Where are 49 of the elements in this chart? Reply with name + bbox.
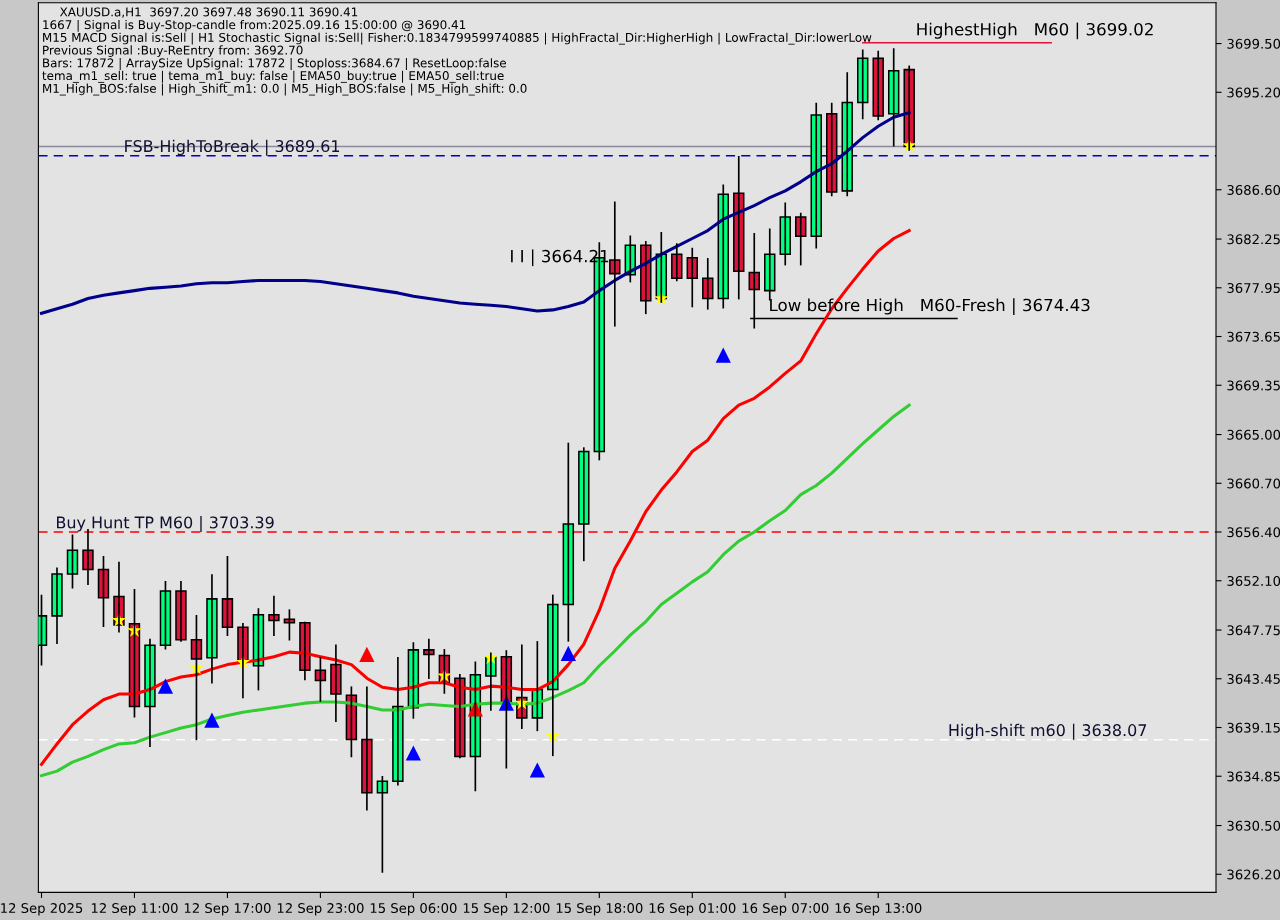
ref-line-label: FSB-HighToBreak | 3689.61 bbox=[125, 139, 340, 156]
y-tick-label: 3686.60 bbox=[1227, 184, 1280, 195]
point bbox=[157, 678, 174, 694]
annotation: M15 MACD Signal is:Sell | H1 Stochastic Signal is:Sell| Fisher:0.1834799599740885 | HighFractal_Dir:HigherHigh | LowFractal_Dir:lowerLow bbox=[43, 32, 872, 45]
point bbox=[204, 712, 220, 728]
annotation: Previous Signal :Buy-ReEntry from: 3692.70 bbox=[43, 45, 303, 57]
y-tick-label: 3647.75 bbox=[1227, 625, 1280, 636]
annotation: tema_m1_sell: true | tema_m1_buy: false | EMA50_buy:true | EMA50_sell:true bbox=[42, 70, 504, 83]
y-tick-label: 3682.25 bbox=[1227, 234, 1280, 245]
annotation: M1_High_BOS:false | High_shift_m1: 0.0 | M5_High_BOS:false | M5_High_shift: 0.0 bbox=[43, 83, 527, 96]
point bbox=[560, 645, 576, 661]
chart-title: XAUUSD.a,H1 3697.20 3697.48 3690.11 3690.41 bbox=[59, 7, 358, 18]
y-tick-label: 3677.95 bbox=[1227, 283, 1280, 293]
line-series bbox=[39, 111, 911, 315]
x-tick-label: 12 Sep 23:00 bbox=[277, 903, 364, 916]
ref-line-label: Buy Hunt TP M60 | 3703.39 bbox=[57, 516, 274, 533]
y-tick-label: 3673.65 bbox=[1227, 331, 1280, 342]
y-tick-label: 3630.50 bbox=[1227, 820, 1280, 831]
y-tick-label: 3699.50 bbox=[1227, 38, 1280, 49]
point bbox=[359, 646, 375, 663]
line-series bbox=[39, 403, 911, 778]
y-tick-label: 3626.20 bbox=[1227, 869, 1280, 880]
annotation: 1667 | Signal is Buy-Stop-candle from:2025.09.16 15:00:00 @ 3690.41 bbox=[43, 19, 466, 32]
y-tick-label: 3669.35 bbox=[1227, 380, 1280, 391]
y-tick-label: 3639.15 bbox=[1227, 722, 1280, 733]
candlestick bbox=[66, 534, 79, 589]
x-tick-label: 16 Sep 13:00 bbox=[835, 903, 922, 916]
y-tick-label: 3652.10 bbox=[1227, 575, 1280, 586]
x-tick-label: 15 Sep 18:00 bbox=[556, 903, 643, 916]
candlestick bbox=[423, 638, 435, 680]
x-tick-label: 15 Sep 12:00 bbox=[463, 903, 550, 916]
x-tick-label: 12 Sep 17:00 bbox=[184, 903, 271, 916]
y-tick-label: 3634.85 bbox=[1227, 771, 1280, 782]
y-tick-label: 3660.70 bbox=[1227, 478, 1280, 489]
point bbox=[529, 762, 545, 778]
text: HighestHigh M60 | 3699.02 bbox=[917, 22, 1153, 40]
x-tick-label: 12 Sep 11:00 bbox=[91, 903, 178, 916]
annotation: Bars: 17872 | ArraySize UpSignal: 17872 | Stoploss:3684.67 | ResetLoop:false bbox=[43, 58, 507, 71]
y-tick-label: 3656.40 bbox=[1227, 527, 1280, 538]
point bbox=[715, 347, 731, 363]
point bbox=[405, 745, 421, 761]
x-tick-label: 16 Sep 07:00 bbox=[742, 903, 829, 916]
y-tick-label: 3695.20 bbox=[1227, 87, 1280, 98]
ref-line-label: High-shift m60 | 3638.07 bbox=[949, 723, 1147, 740]
x-tick-label: 15 Sep 06:00 bbox=[370, 903, 457, 916]
y-tick-label: 3643.45 bbox=[1227, 673, 1280, 684]
x-tick-label: 12 Sep 2025 bbox=[1, 903, 83, 916]
y-tick-label: 3665.00 bbox=[1227, 429, 1280, 440]
x-tick-label: 16 Sep 01:00 bbox=[649, 903, 736, 916]
